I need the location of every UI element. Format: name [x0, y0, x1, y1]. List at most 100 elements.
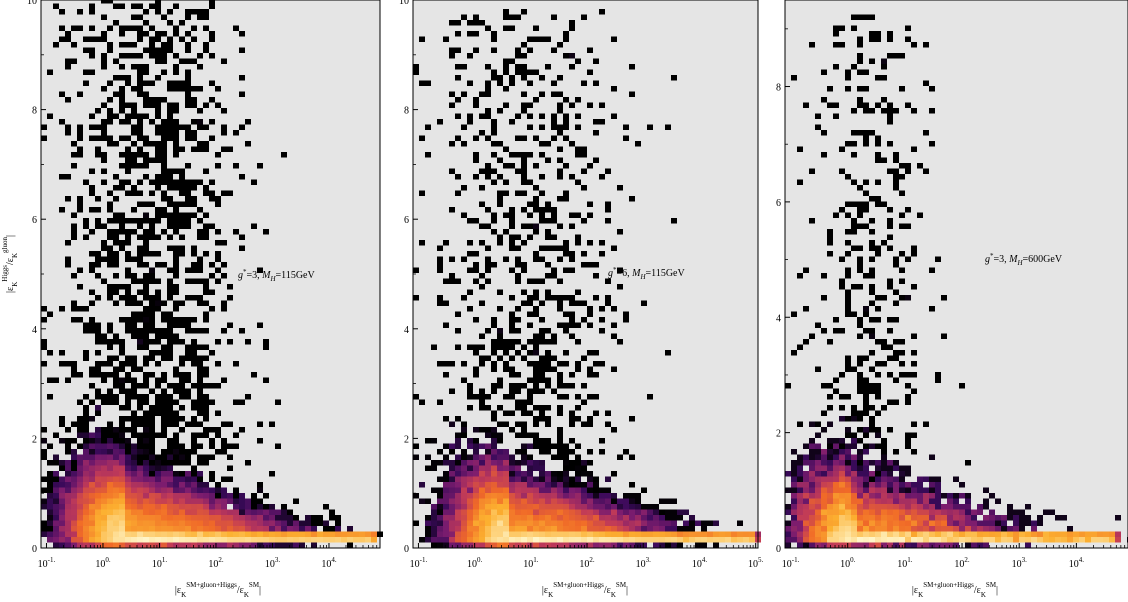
- density-cell: [137, 399, 143, 405]
- density-cell: [911, 482, 917, 488]
- density-cell: [917, 515, 923, 521]
- density-cell: [197, 124, 203, 130]
- density-cell: [95, 471, 101, 477]
- density-cell: [893, 498, 899, 504]
- density-cell: [617, 267, 623, 273]
- density-cell: [161, 416, 167, 422]
- density-cell: [179, 322, 185, 328]
- density-cell: [149, 201, 155, 207]
- density-cell: [173, 119, 179, 125]
- density-cell: [545, 383, 551, 389]
- density-cell: [539, 471, 545, 477]
- density-cell: [1073, 537, 1079, 543]
- density-cell: [527, 509, 533, 515]
- density-cell: [575, 537, 581, 543]
- density-cell: [53, 42, 59, 48]
- density-cell: [617, 284, 623, 290]
- density-cell: [203, 509, 209, 515]
- density-cell: [467, 53, 473, 59]
- density-cell: [167, 80, 173, 86]
- density-cell: [539, 328, 545, 334]
- density-cell: [503, 86, 509, 92]
- density-cell: [77, 124, 83, 130]
- density-cell: [131, 520, 137, 526]
- density-cell: [191, 482, 197, 488]
- density-cell: [71, 42, 77, 48]
- density-cell: [917, 531, 923, 537]
- density-cell: [881, 476, 887, 482]
- density-cell: [185, 42, 191, 48]
- density-cell: [479, 498, 485, 504]
- density-cell: [41, 344, 47, 350]
- density-cell: [137, 487, 143, 493]
- density-cell: [551, 295, 557, 301]
- density-cell: [677, 542, 683, 548]
- density-cell: [941, 526, 947, 532]
- density-cell: [89, 526, 95, 532]
- density-cell: [227, 515, 233, 521]
- density-cell: [521, 399, 527, 405]
- density-cell: [521, 344, 527, 350]
- density-cell: [815, 465, 821, 471]
- density-cell: [881, 515, 887, 521]
- density-cell: [461, 509, 467, 515]
- density-cell: [473, 135, 479, 141]
- density-cell: [479, 460, 485, 466]
- density-cell: [77, 504, 83, 510]
- density-cell: [545, 366, 551, 372]
- density-cell: [581, 465, 587, 471]
- density-cell: [125, 119, 131, 125]
- density-cell: [125, 157, 131, 163]
- density-cell: [161, 69, 167, 75]
- density-cell: [317, 515, 323, 521]
- density-cell: [155, 234, 161, 240]
- density-cell: [449, 449, 455, 455]
- density-cell: [251, 520, 257, 526]
- density-cell: [179, 218, 185, 224]
- density-cell: [899, 190, 905, 196]
- density-cell: [65, 498, 71, 504]
- density-cell: [371, 531, 377, 537]
- density-cell: [563, 190, 569, 196]
- density-cell: [611, 471, 617, 477]
- density-cell: [425, 438, 431, 444]
- density-cell: [491, 498, 497, 504]
- density-cell: [665, 537, 671, 543]
- density-cell: [911, 245, 917, 251]
- density-cell: [191, 295, 197, 301]
- density-cell: [113, 471, 119, 477]
- density-cell: [197, 509, 203, 515]
- density-cell: [215, 449, 221, 455]
- density-cell: [599, 542, 605, 548]
- density-cell: [953, 515, 959, 521]
- density-cell: [899, 482, 905, 488]
- density-cell: [131, 493, 137, 499]
- density-cell: [431, 526, 437, 532]
- density-cell: [533, 201, 539, 207]
- density-cell: [911, 251, 917, 257]
- density-cell: [191, 58, 197, 64]
- density-cell: [497, 432, 503, 438]
- density-cell: [521, 207, 527, 213]
- density-cell: [275, 509, 281, 515]
- density-cell: [47, 443, 53, 449]
- density-cell: [47, 493, 53, 499]
- density-cell: [191, 509, 197, 515]
- density-cell: [491, 416, 497, 422]
- density-cell: [563, 295, 569, 301]
- density-cell: [563, 328, 569, 334]
- density-cell: [857, 372, 863, 378]
- density-cell: [863, 531, 869, 537]
- density-cell: [857, 531, 863, 537]
- density-cell: [539, 366, 545, 372]
- density-cell: [1043, 531, 1049, 537]
- density-cell: [1007, 504, 1013, 510]
- density-cell: [545, 218, 551, 224]
- density-cell: [635, 141, 641, 147]
- density-cell: [899, 520, 905, 526]
- density-cell: [527, 504, 533, 510]
- density-cell: [263, 339, 269, 345]
- density-cell: [185, 355, 191, 361]
- density-cell: [785, 471, 791, 477]
- density-cell: [497, 438, 503, 444]
